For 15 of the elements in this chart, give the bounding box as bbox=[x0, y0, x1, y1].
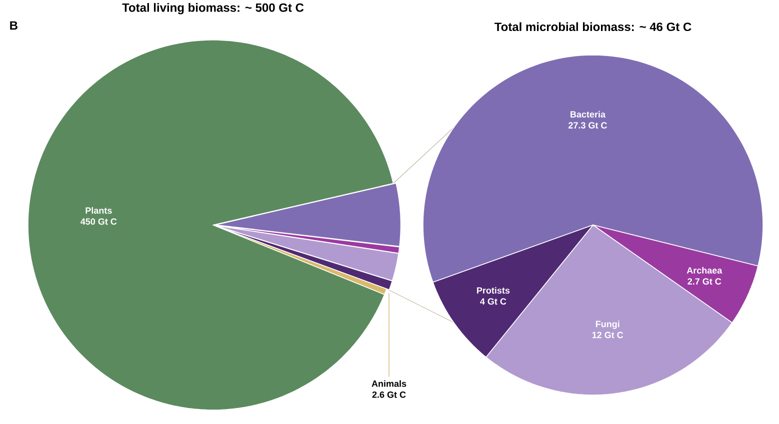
data-label: 2.6 Gt C bbox=[372, 391, 406, 398]
text: B bbox=[10, 21, 18, 30]
slice-label: Animals bbox=[372, 380, 406, 387]
data-label: 2.7 Gt C bbox=[688, 278, 722, 285]
data-label: 450 Gt C bbox=[80, 218, 117, 225]
chart-title: Total microbial biomass: ~ 46 Gt C bbox=[494, 22, 692, 32]
slice-label: Bacteria bbox=[570, 110, 606, 118]
slice-label: Protists bbox=[477, 287, 510, 294]
chart-title: Total living biomass: ~ 500 Gt C bbox=[122, 3, 304, 14]
slice-label: Fungi bbox=[596, 320, 620, 330]
slice-label: Plants bbox=[86, 207, 112, 214]
data-label: 4 Gt C bbox=[480, 298, 506, 305]
data-label: 12 Gt C bbox=[592, 332, 624, 338]
slice-label: Archaea bbox=[686, 266, 722, 274]
data-label: 27.3 Gt C bbox=[568, 122, 607, 129]
